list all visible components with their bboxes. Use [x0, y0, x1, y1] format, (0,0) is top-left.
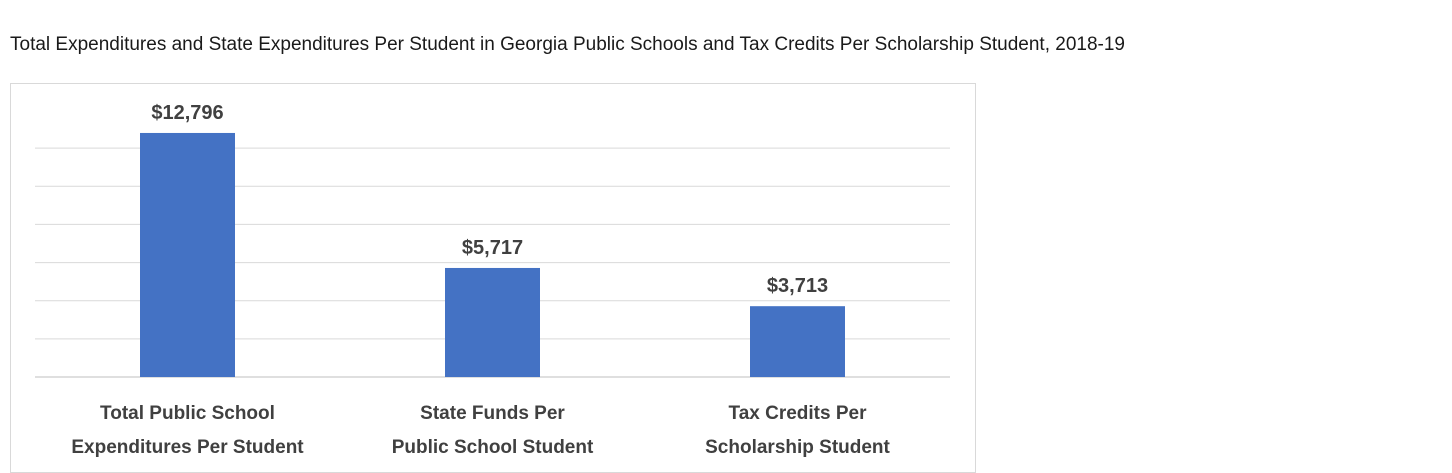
- category-label-1-line-2: Expenditures Per Student: [71, 437, 304, 458]
- category-labels: Total Public School Expenditures Per Stud…: [71, 403, 890, 458]
- bar-1: [140, 132, 235, 377]
- value-label-3: $3,713: [767, 275, 828, 297]
- chart-title: Total Expenditures and State Expenditure…: [10, 34, 1125, 55]
- category-label-3-line-1: Tax Credits Per: [729, 403, 868, 424]
- category-label-2-line-1: State Funds Per: [420, 403, 565, 424]
- value-label-1: $12,796: [151, 102, 223, 124]
- bar-2: [445, 267, 540, 377]
- value-labels: $12,796 $5,717 $3,713: [151, 102, 828, 297]
- bars: [140, 132, 845, 377]
- bar-chart: $12,796 $5,717 $3,713 Total Public School E…: [35, 102, 950, 458]
- bar-3: [750, 306, 845, 377]
- category-label-3-line-2: Scholarship Student: [705, 437, 890, 458]
- value-label-2: $5,717: [462, 237, 523, 259]
- category-label-1-line-1: Total Public School: [100, 403, 275, 424]
- category-label-2-line-2: Public School Student: [392, 437, 594, 458]
